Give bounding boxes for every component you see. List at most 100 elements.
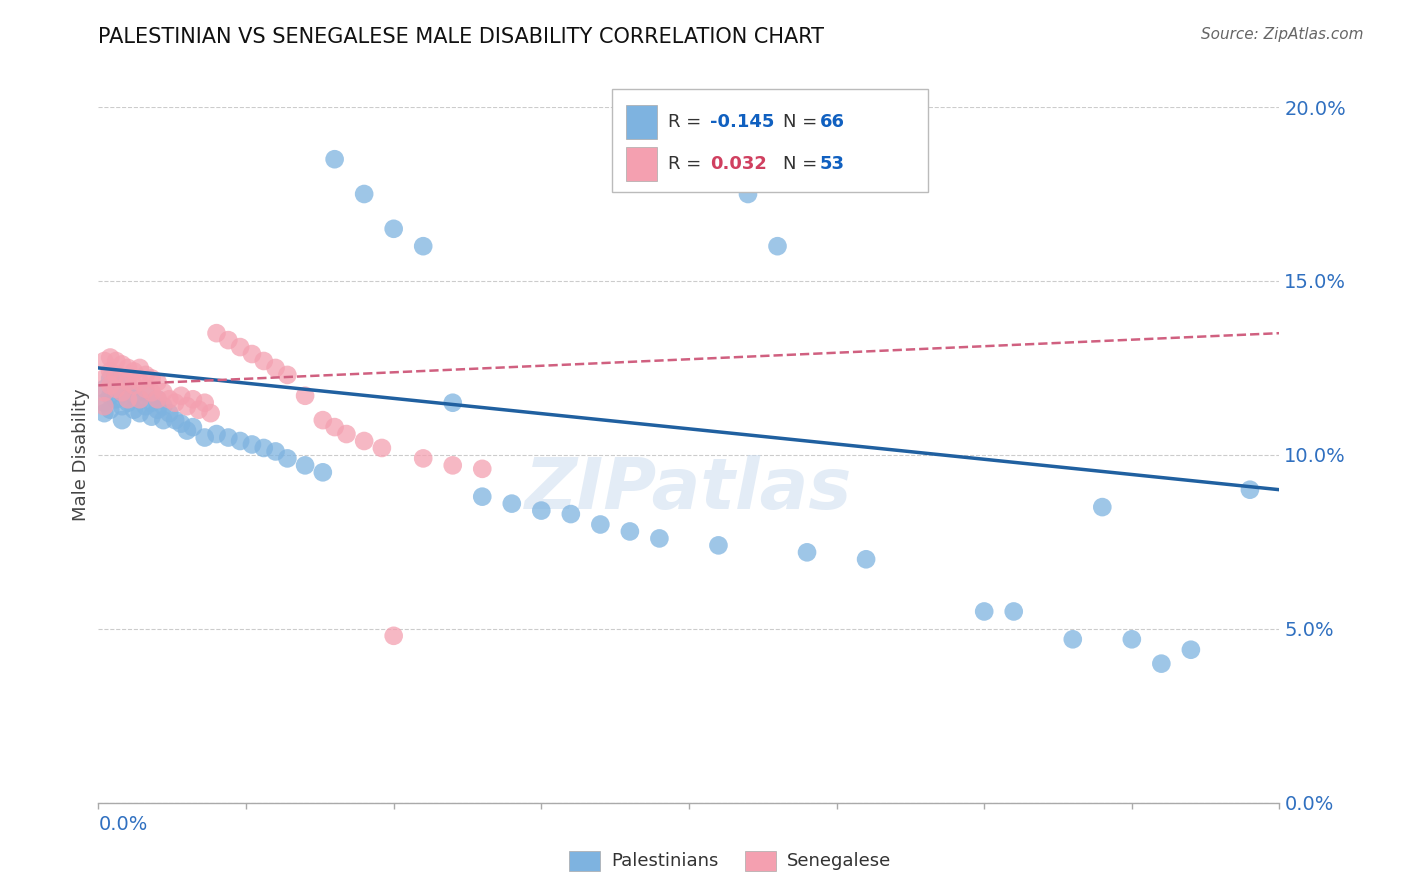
Point [152,399,174,413]
Point [165,396,187,410]
Point [98,378,121,392]
Point [128,375,150,389]
Point [1091,500,1114,514]
Point [294,389,316,403]
Point [194,396,217,410]
Point [135,368,157,382]
Point [105,392,128,407]
Point [128,360,150,375]
Point [93,399,115,413]
Point [501,497,523,511]
Point [205,427,228,442]
Point [194,431,217,445]
Point [141,396,163,410]
Point [128,392,150,407]
Point [146,392,169,407]
Point [205,326,228,340]
Point [678,152,700,166]
Text: -0.145: -0.145 [710,113,775,131]
Point [187,402,209,417]
Point [146,375,169,389]
Point [98,364,121,378]
Point [111,413,134,427]
Point [141,371,163,385]
Point [135,399,157,413]
Y-axis label: Male Disability: Male Disability [72,389,90,521]
Point [619,524,641,539]
Point [253,354,276,368]
Point [111,358,134,372]
Text: 53: 53 [820,155,845,173]
Point [98,351,121,365]
Point [560,507,582,521]
Point [152,413,174,427]
Point [441,458,464,473]
Point [146,402,169,417]
Point [111,371,134,385]
Point [170,389,193,403]
Point [253,441,276,455]
Text: N =: N = [783,113,823,131]
Point [98,389,121,403]
Point [973,605,995,619]
Point [105,375,128,389]
Point [93,371,115,385]
Point [111,385,134,400]
Point [105,354,128,368]
Point [323,420,346,434]
Point [93,406,115,420]
Point [111,385,134,400]
Point [117,392,139,407]
Point [371,441,394,455]
Point [707,538,730,552]
Point [276,368,298,382]
Point [737,187,759,202]
Point [323,152,346,166]
Point [181,392,204,407]
Point [105,382,128,396]
Point [229,340,252,354]
Point [98,402,121,417]
Point [353,187,375,202]
Point [93,382,115,396]
Point [530,503,553,517]
Point [1180,642,1202,657]
Point [157,406,180,420]
Point [93,396,115,410]
Point [122,364,145,378]
Point [353,434,375,448]
Point [117,360,139,375]
Point [93,354,115,368]
Point [471,462,494,476]
Point [312,413,335,427]
Point [382,629,405,643]
Point [441,396,464,410]
Point [1062,632,1084,647]
Point [152,385,174,400]
Point [117,396,139,410]
Point [240,437,263,451]
Point [170,417,193,431]
Point [217,431,239,445]
Point [312,466,335,480]
Point [181,420,204,434]
Text: N =: N = [783,155,823,173]
Text: Senegalese: Senegalese [787,852,891,870]
Point [105,368,128,382]
Point [766,239,789,253]
Point [335,427,357,442]
Text: 0.032: 0.032 [710,155,766,173]
Point [141,385,163,400]
Point [200,406,222,420]
Point [135,385,157,400]
Point [412,451,434,466]
Point [117,375,139,389]
Text: R =: R = [668,155,707,173]
Point [1239,483,1261,497]
Point [648,532,671,546]
Point [276,451,298,466]
Text: PALESTINIAN VS SENEGALESE MALE DISABILITY CORRELATION CHART: PALESTINIAN VS SENEGALESE MALE DISABILIT… [98,27,824,46]
Text: ZIPatlas: ZIPatlas [526,455,852,524]
Point [128,406,150,420]
Text: Palestinians: Palestinians [612,852,718,870]
